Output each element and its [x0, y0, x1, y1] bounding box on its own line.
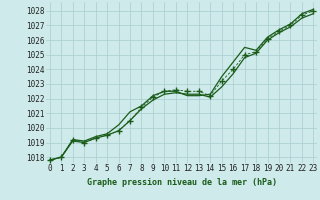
X-axis label: Graphe pression niveau de la mer (hPa): Graphe pression niveau de la mer (hPa)	[87, 178, 276, 187]
